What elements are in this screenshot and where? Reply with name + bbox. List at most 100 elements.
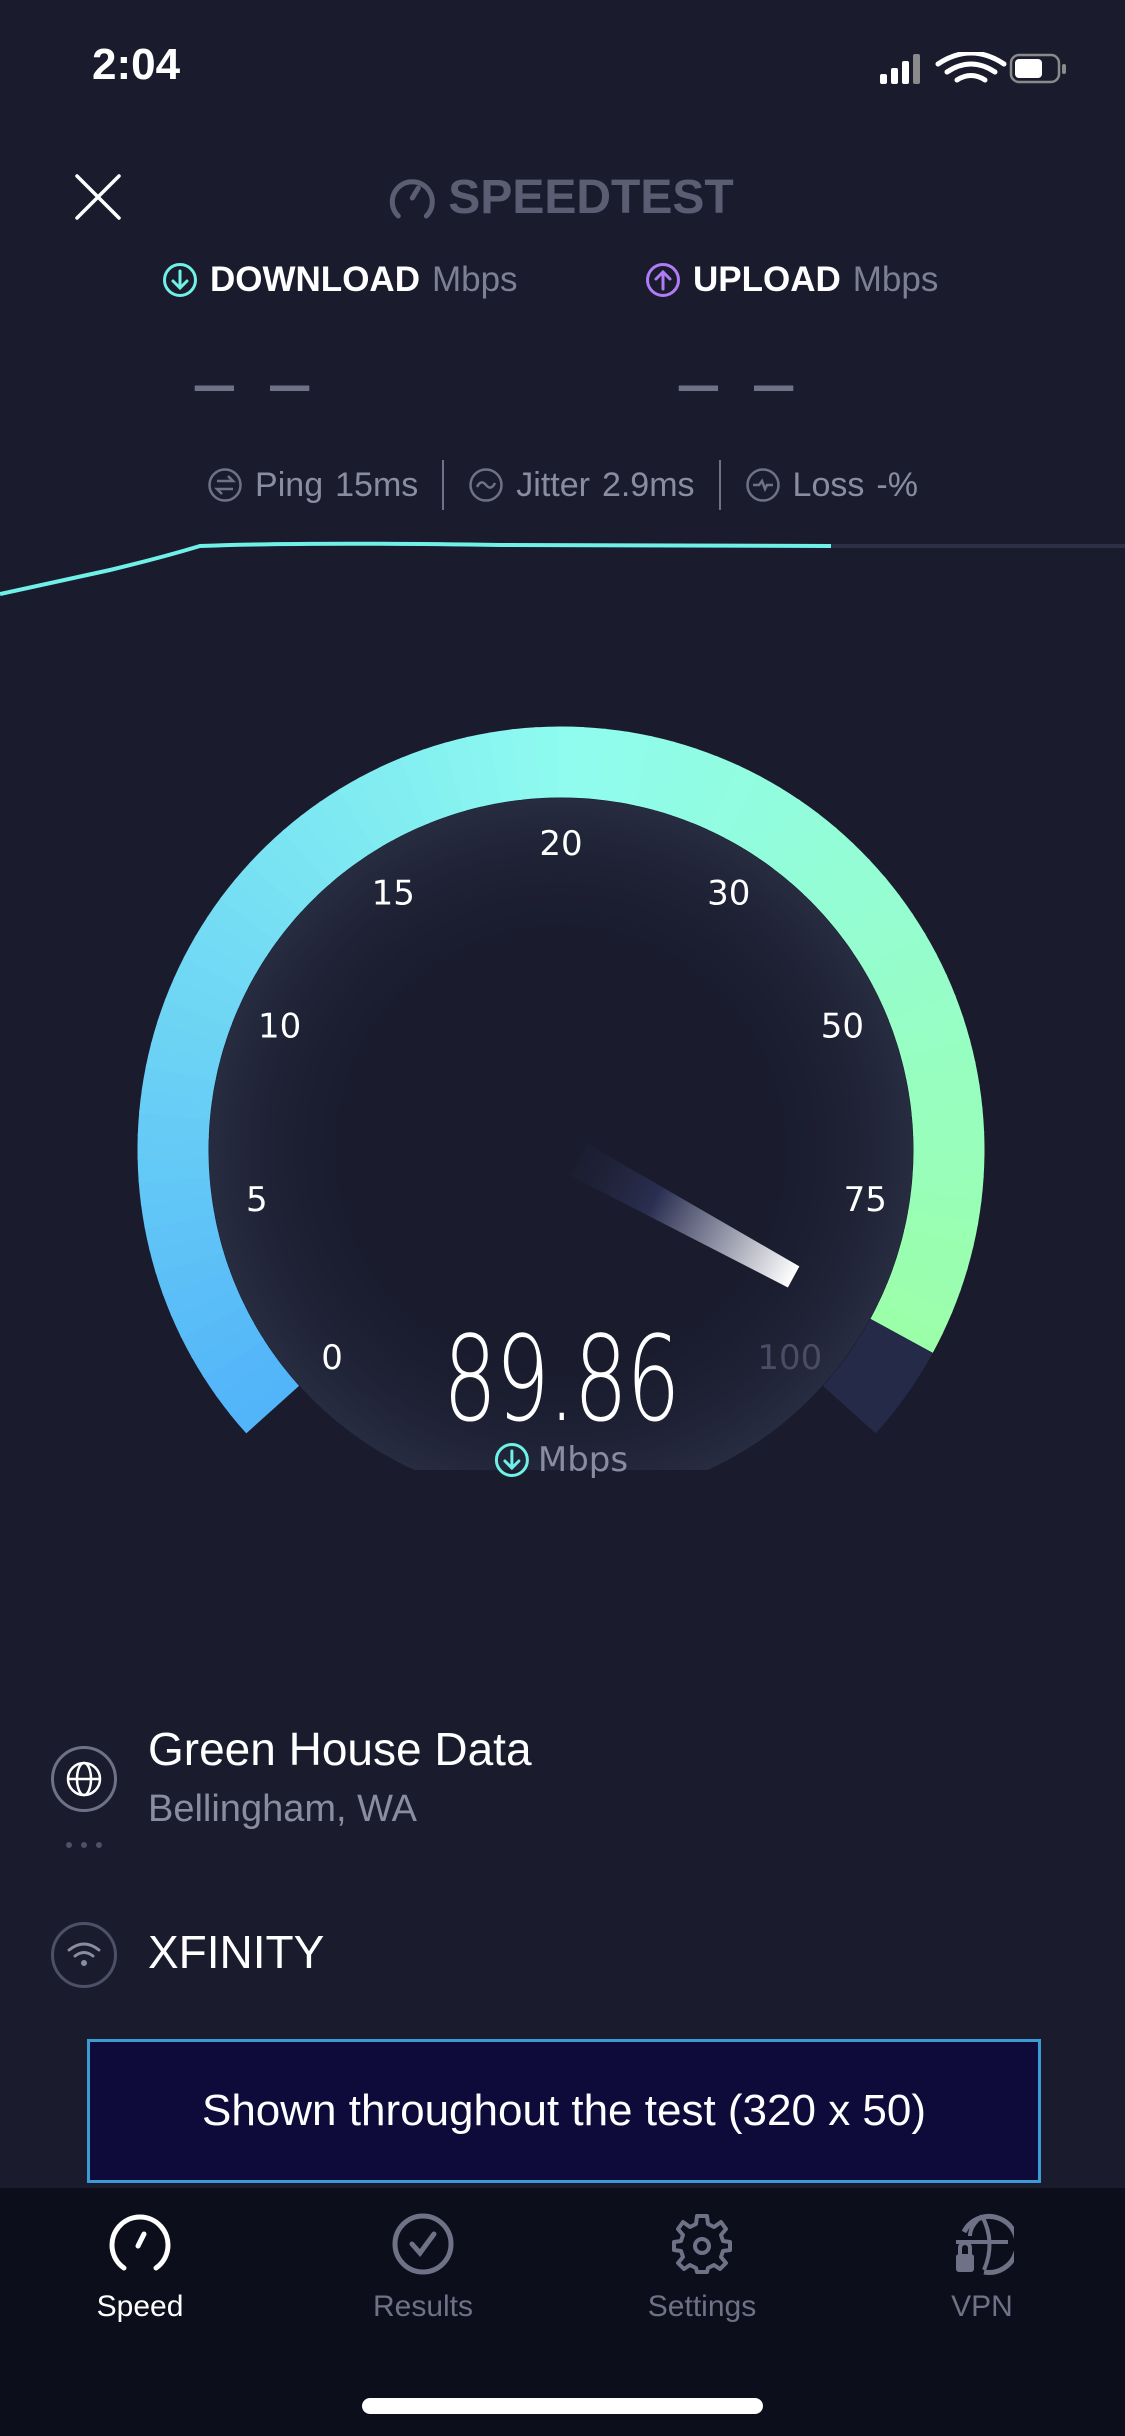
gauge-progress-arc <box>190 1321 265 1379</box>
gauge-progress-arc <box>138 1174 212 1206</box>
unit-label: Mbps <box>537 1440 629 1480</box>
gauge-progress-arc <box>653 741 698 817</box>
loss-unit: % <box>887 465 918 504</box>
gauge-progress-arc <box>219 878 291 942</box>
gauge-progress-arc <box>803 842 871 910</box>
gauge-progress-arc <box>466 732 504 807</box>
gauge-progress-arc <box>577 726 608 800</box>
gauge-progress-arc <box>399 749 448 825</box>
gauge-progress-arc <box>145 1041 221 1082</box>
current-speed-unit: Mbps <box>494 1440 628 1480</box>
gauge-progress-arc <box>829 876 901 940</box>
gauge-progress-arc <box>725 775 782 849</box>
ping-stat: Ping 15ms <box>183 466 442 505</box>
upload-value: — — <box>676 360 804 411</box>
gauge-progress-arc <box>870 1301 944 1353</box>
gauge-progress-arc <box>773 812 838 883</box>
gauge-progress-arc <box>878 1283 953 1335</box>
download-icon <box>494 1443 529 1477</box>
gauge-tick-label: 100 <box>757 1338 822 1378</box>
graph-download-line <box>0 541 832 596</box>
ad-banner[interactable]: Shown throughout the test (320 x 50) <box>87 2039 1041 2183</box>
gauge-progress-arc <box>378 757 430 832</box>
tab-results[interactable]: Results <box>323 2212 523 2324</box>
speedometer-logo-icon <box>389 178 435 218</box>
tab-vpn[interactable]: VPN <box>882 2212 1082 2324</box>
home-indicator[interactable] <box>362 2398 763 2414</box>
gauge-tick-label: 0 <box>321 1338 343 1378</box>
gauge-progress-arc <box>841 894 914 955</box>
gauge-progress-arc <box>300 800 362 873</box>
gauge-progress-arc <box>155 1250 230 1296</box>
jitter-label: Jitter <box>516 465 590 504</box>
gauge-progress-arc <box>157 997 233 1045</box>
speed-gauge: 0 5 10 15 20 30 50 75 100 <box>137 726 985 1470</box>
gauge-progress-arc <box>139 1087 213 1120</box>
upload-label: UPLOAD <box>693 260 841 299</box>
gauge-progress-arc <box>901 1038 976 1079</box>
server-name[interactable]: Green House Data <box>148 1723 532 1775</box>
gauge-progress-arc <box>534 726 562 799</box>
gauge-progress-arc <box>144 1212 219 1252</box>
gauge-progress-arc <box>229 1369 300 1434</box>
ping-value: 15 <box>335 465 373 504</box>
gauge-progress-arc <box>909 1083 983 1117</box>
gauge-progress-arc <box>852 912 926 972</box>
tab-label: Settings <box>647 2290 757 2323</box>
battery-icon <box>1009 53 1066 84</box>
ping-unit: ms <box>372 465 419 504</box>
gauge-progress-arc <box>596 728 630 803</box>
gauge-progress-arc <box>885 1265 961 1314</box>
divider <box>442 460 445 510</box>
download-unit: Mbps <box>431 260 518 299</box>
gauge-progress-arc <box>788 827 855 896</box>
gauge-progress-arc <box>905 1061 980 1098</box>
close-icon[interactable] <box>74 173 122 221</box>
gauge-progress-arc <box>170 1286 246 1338</box>
cellular-signal-icon <box>880 54 920 84</box>
gauge-progress-arc <box>183 935 258 991</box>
gauge-progress-arc <box>194 915 268 974</box>
gauge-progress-arc <box>150 1019 226 1063</box>
download-icon <box>163 263 197 297</box>
server-location: Bellingham, WA <box>148 1788 417 1830</box>
more-dots-icon <box>66 1842 102 1848</box>
gauge-progress-arc <box>863 932 938 989</box>
speedtest-logo: SPEEDTEST <box>388 170 734 225</box>
gear-icon <box>672 2214 732 2274</box>
server-button[interactable] <box>51 1746 117 1812</box>
gauge-needle <box>569 1143 800 1288</box>
speed-graph <box>0 541 1125 596</box>
gauge-tick-label: 15 <box>372 874 415 914</box>
gauge-progress-arc <box>903 1209 979 1248</box>
download-header: DOWNLOAD Mbps <box>162 260 518 300</box>
jitter-icon <box>469 468 504 502</box>
gauge-progress-arc <box>233 861 304 927</box>
gauge-tick-label: 75 <box>844 1180 887 1220</box>
gauge-progress-arc <box>443 736 485 812</box>
tab-label: Results <box>372 2290 474 2323</box>
gauge-tick-label: 10 <box>258 1007 301 1047</box>
tab-label: Speed <box>96 2290 184 2323</box>
gauge-progress-arc <box>140 1193 215 1229</box>
gauge-progress-arc <box>265 829 332 898</box>
gauge-tick-label: 5 <box>246 1180 268 1220</box>
download-label: DOWNLOAD <box>210 260 420 299</box>
ping-label: Ping <box>255 465 324 504</box>
gauge-progress-arc <box>206 896 279 958</box>
gauge-progress-arc <box>149 1231 224 1274</box>
upload-header: UPLOAD Mbps <box>645 260 938 300</box>
logo-text: SPEEDTEST <box>448 171 734 224</box>
current-speed-value: 89.86 <box>442 1310 680 1448</box>
gauge-progress-arc <box>338 776 395 851</box>
gauge-progress-arc <box>895 1016 971 1060</box>
divider <box>718 460 721 510</box>
gauge-progress-arc <box>215 1353 287 1416</box>
gauge-progress-arc <box>881 973 957 1024</box>
check-circle-icon <box>392 2213 454 2275</box>
gauge-progress-arc <box>137 1110 211 1139</box>
gauge-progress-arc <box>892 1247 968 1293</box>
gauge-tick-label: 30 <box>707 874 750 914</box>
tab-settings[interactable]: Settings <box>602 2212 802 2324</box>
tab-speed[interactable]: Speed <box>40 2212 240 2324</box>
